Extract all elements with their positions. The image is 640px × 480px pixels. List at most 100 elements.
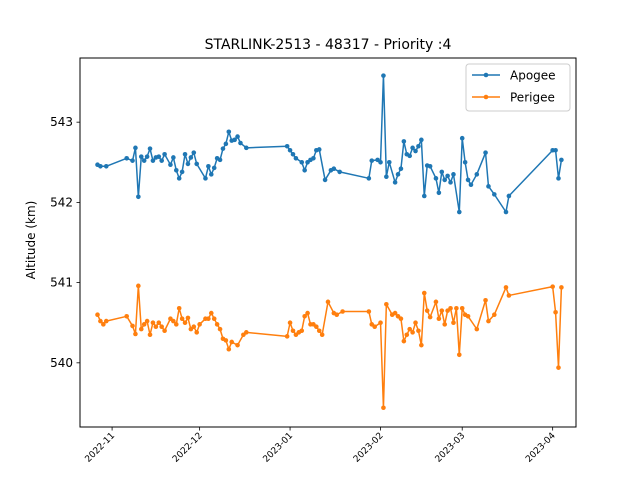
apogee-point <box>176 176 182 181</box>
perigee-point <box>206 316 211 322</box>
apogee-point <box>235 134 240 139</box>
apogee-point <box>337 169 342 175</box>
apogee-point <box>331 166 337 171</box>
perigee-point <box>378 320 383 326</box>
perigee-point <box>404 332 410 338</box>
perigee-point <box>474 326 480 332</box>
perigee-point <box>334 312 340 318</box>
apogee-point <box>208 172 214 177</box>
apogee-point <box>503 209 509 215</box>
apogee-point <box>410 145 415 151</box>
apogee-point <box>553 147 558 153</box>
perigee-point <box>176 305 182 311</box>
apogee-point <box>299 159 305 165</box>
apogee-point <box>162 151 167 157</box>
perigee-point <box>299 328 305 334</box>
apogee-point <box>223 141 229 147</box>
perigee-point <box>159 324 164 330</box>
legend-perigee-marker <box>483 94 489 100</box>
perigee-point <box>214 322 220 327</box>
perigee-point <box>325 299 331 305</box>
perigee-point <box>287 320 293 326</box>
perigee-point <box>372 324 377 330</box>
perigee-point <box>433 299 439 305</box>
apogee-point <box>179 169 185 175</box>
apogee-point <box>144 154 150 159</box>
y-axis: 540 541 542 543 <box>50 115 80 370</box>
apogee-point <box>206 163 211 169</box>
apogee-point <box>378 159 383 165</box>
perigee-point <box>459 305 465 311</box>
perigee-point <box>419 342 424 348</box>
legend-perigee-label: Perigee <box>510 91 555 105</box>
perigee-point <box>235 342 240 348</box>
perigee-point <box>550 284 555 289</box>
perigee-point <box>217 326 223 332</box>
perigee-point <box>130 323 135 329</box>
perigee-point <box>150 320 156 326</box>
apogee-point <box>433 176 439 181</box>
perigee-point <box>208 310 214 316</box>
perigee-point <box>182 320 188 326</box>
perigee-point <box>553 309 558 315</box>
apogee-point <box>194 161 200 167</box>
apogee-point <box>232 137 237 143</box>
apogee-point <box>474 172 480 177</box>
apogee-point <box>395 172 401 177</box>
perigee-point <box>427 314 433 320</box>
perigee-point <box>436 316 442 322</box>
perigee-point <box>95 312 100 318</box>
perigee-point <box>465 314 471 319</box>
apogee-point <box>136 194 141 200</box>
perigee-point <box>305 310 310 316</box>
perigee-point <box>483 297 488 303</box>
perigee-point <box>179 316 185 322</box>
perigee-point <box>503 285 509 290</box>
perigee-point <box>133 331 138 337</box>
apogee-point <box>384 174 389 180</box>
perigee-point <box>144 318 150 324</box>
apogee-point <box>419 137 424 143</box>
perigee-point <box>416 328 421 334</box>
apogee-point <box>130 158 135 163</box>
apogee-point <box>407 153 412 159</box>
apogee-point <box>392 180 398 185</box>
perigee-point <box>366 309 372 314</box>
perigee-point <box>439 308 445 313</box>
perigee-point <box>442 322 448 327</box>
perigee-point <box>314 324 319 330</box>
apogee-point <box>141 158 147 163</box>
apogee-point <box>150 158 156 163</box>
apogee-point <box>556 176 561 181</box>
perigee-point <box>421 290 427 296</box>
perigee-point <box>410 330 415 335</box>
apogee-point <box>369 158 375 163</box>
apogee-point <box>203 176 208 181</box>
apogee-point <box>171 155 176 160</box>
apogee-point <box>311 155 316 161</box>
perigee-point <box>197 322 202 327</box>
perigee-point <box>162 328 167 334</box>
perigee-point <box>171 318 176 324</box>
y-axis-label: Altitude (km) <box>24 201 38 280</box>
apogee-point <box>191 150 197 155</box>
perigee-point <box>290 328 296 334</box>
perigee-point <box>147 332 153 338</box>
apogee-point <box>182 151 188 157</box>
apogee-point <box>451 172 456 177</box>
apogee-point <box>290 151 296 157</box>
perigee-point <box>124 314 129 319</box>
perigee-point <box>424 308 430 313</box>
apogee-point <box>413 148 418 154</box>
perigee-point <box>141 322 147 327</box>
perigee-point <box>284 334 290 339</box>
apogee-point <box>459 135 465 141</box>
apogee-point <box>416 143 421 149</box>
perigee-point <box>244 330 249 335</box>
perigee-point <box>559 285 564 290</box>
apogee-point <box>442 177 448 183</box>
perigee-point <box>173 322 179 327</box>
perigee-point <box>492 312 497 318</box>
apogee-point <box>226 129 232 135</box>
